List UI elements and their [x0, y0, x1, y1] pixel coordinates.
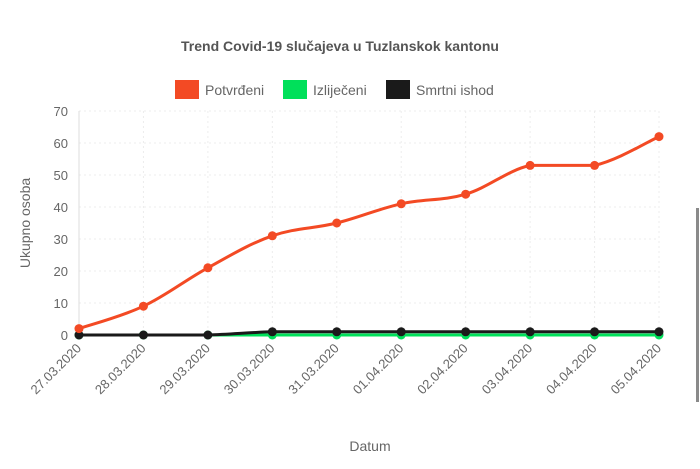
- y-tick-label: 50: [54, 168, 68, 183]
- legend-label: Izliječeni: [313, 82, 367, 98]
- data-point[interactable]: [525, 327, 535, 337]
- data-point[interactable]: [654, 327, 664, 337]
- y-tick-label: 20: [54, 264, 68, 279]
- y-tick-label: 30: [54, 232, 68, 247]
- chart-title: Trend Covid-19 slučajeva u Tuzlanskok ka…: [181, 38, 499, 54]
- x-tick-label: 04.04.2020: [543, 341, 600, 398]
- y-axis-title: Ukupno osoba: [17, 178, 33, 269]
- x-axis-title: Datum: [349, 438, 390, 454]
- data-point[interactable]: [267, 231, 277, 241]
- series-line: [77, 135, 661, 331]
- y-tick-label: 10: [54, 296, 68, 311]
- x-axis-ticks: 27.03.2020 28.03.2020 29.03.2020 30.03.2020…: [27, 341, 664, 398]
- x-tick-label: 29.03.2020: [156, 341, 213, 398]
- y-axis-ticks: 0 10 20 30 40 50 60 70: [54, 104, 68, 343]
- data-point[interactable]: [203, 330, 213, 340]
- data-point[interactable]: [332, 327, 342, 337]
- data-point[interactable]: [590, 327, 600, 337]
- x-tick-label: 01.04.2020: [350, 341, 407, 398]
- scrollbar-thumb[interactable]: [696, 208, 699, 402]
- series-potvrdeni: [74, 132, 664, 334]
- series-line: [77, 330, 661, 337]
- x-tick-label: 28.03.2020: [92, 341, 149, 398]
- legend-label: Smrtni ishod: [416, 82, 494, 98]
- legend-swatch: [175, 80, 199, 99]
- data-point[interactable]: [332, 218, 342, 228]
- data-point[interactable]: [525, 160, 535, 170]
- data-point[interactable]: [654, 132, 664, 142]
- legend[interactable]: Potvrđeni Izliječeni Smrtni ishod: [175, 80, 494, 99]
- data-point[interactable]: [396, 199, 406, 209]
- data-point[interactable]: [461, 189, 471, 199]
- x-tick-label: 30.03.2020: [221, 341, 278, 398]
- data-point[interactable]: [138, 330, 148, 340]
- legend-item[interactable]: Potvrđeni: [175, 80, 264, 99]
- data-point[interactable]: [590, 160, 600, 170]
- data-point[interactable]: [267, 327, 277, 337]
- data-point[interactable]: [461, 327, 471, 337]
- data-point[interactable]: [74, 330, 84, 340]
- data-point[interactable]: [74, 324, 84, 334]
- x-tick-label: 05.04.2020: [607, 341, 664, 398]
- series-smrtni-ishod: [74, 327, 664, 340]
- legend-label: Potvrđeni: [205, 82, 264, 98]
- x-tick-label: 27.03.2020: [27, 341, 84, 398]
- data-point[interactable]: [138, 301, 148, 311]
- series-layer: [74, 132, 664, 340]
- grid: [78, 110, 660, 336]
- legend-swatch: [386, 80, 410, 99]
- y-tick-label: 60: [54, 136, 68, 151]
- legend-swatch: [283, 80, 307, 99]
- x-tick-label: 31.03.2020: [285, 341, 342, 398]
- y-tick-label: 40: [54, 200, 68, 215]
- data-point[interactable]: [203, 263, 213, 273]
- y-tick-label: 0: [61, 328, 68, 343]
- x-tick-label: 03.04.2020: [479, 341, 536, 398]
- legend-item[interactable]: Smrtni ishod: [386, 80, 494, 99]
- x-tick-label: 02.04.2020: [414, 341, 471, 398]
- legend-item[interactable]: Izliječeni: [283, 80, 367, 99]
- data-point[interactable]: [396, 327, 406, 337]
- y-tick-label: 70: [54, 104, 68, 119]
